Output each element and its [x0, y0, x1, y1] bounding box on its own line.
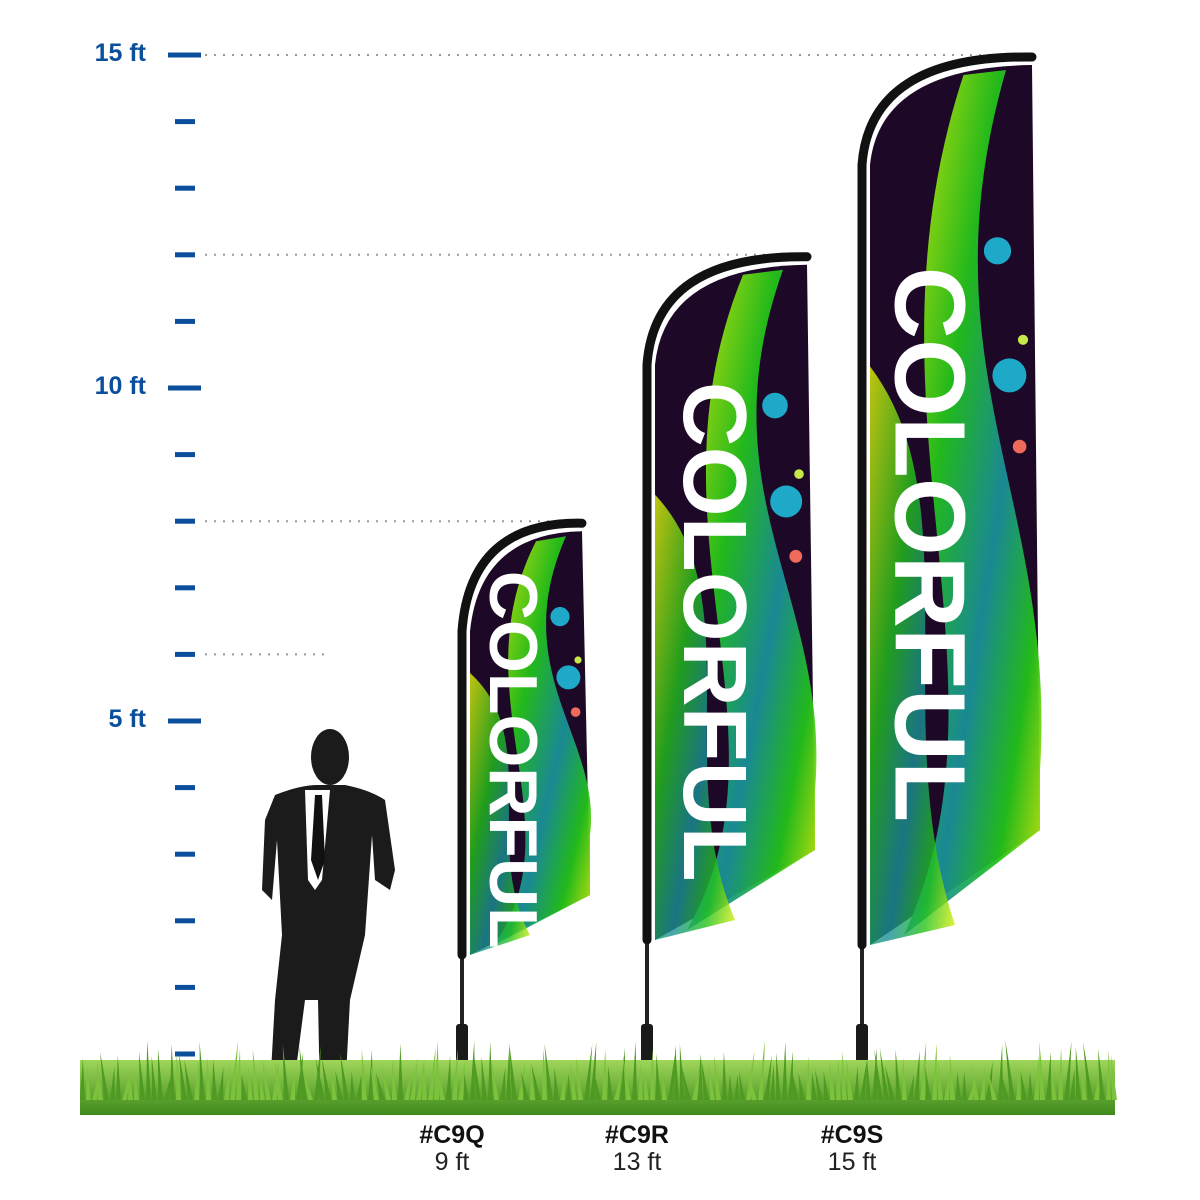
product-label: #C9S 15 ft [782, 1122, 922, 1176]
decor-bubble [574, 656, 582, 664]
decor-bubble [983, 237, 1012, 265]
decor-bubble [770, 485, 803, 518]
product-height: 9 ft [434, 1148, 470, 1176]
product-height: 13 ft [612, 1148, 662, 1176]
flag-pole [857, 52, 1037, 950]
scale-label: 15 ft [94, 39, 146, 67]
ground-stake [856, 1024, 868, 1064]
flag-pole [457, 518, 587, 960]
decor-bubble [762, 392, 788, 419]
decor-bubble [1017, 334, 1029, 345]
ground-stake [641, 1024, 653, 1064]
decor-bubble [992, 358, 1027, 393]
scale-tick [175, 984, 195, 990]
product-label: #C9R 13 ft [567, 1122, 707, 1176]
flag-text: COLORFUL [664, 382, 764, 882]
scale-tick [175, 918, 195, 924]
decor-bubble [570, 707, 581, 717]
product-height: 15 ft [827, 1148, 877, 1176]
flag-c9q: COLORFUL [456, 518, 592, 1064]
scale-label: 5 ft [108, 705, 147, 733]
flag-text: COLORFUL [475, 571, 551, 949]
scale-tick [175, 651, 195, 657]
scale-tick [175, 585, 195, 591]
scale-tick [175, 518, 195, 524]
decor-bubble [1012, 439, 1027, 454]
product-code: #C9R [605, 1121, 669, 1149]
flag-pole [642, 252, 812, 945]
decor-bubble [556, 665, 581, 690]
decor-bubble [789, 549, 803, 563]
scale-tick [175, 318, 195, 324]
decor-bubble [550, 607, 570, 627]
product-code: #C9S [820, 1121, 884, 1149]
scale-tick [175, 252, 195, 258]
flag-text: COLORFUL [874, 267, 986, 822]
decor-bubble [794, 469, 804, 479]
scale-tick [175, 785, 195, 791]
product-label: #C9Q 9 ft [382, 1122, 522, 1176]
flag-c9r: COLORFUL [641, 252, 817, 1064]
scale-tick [175, 1051, 195, 1057]
ground-stake [456, 1024, 468, 1064]
man-silhouette [240, 729, 395, 1110]
scale-tick [175, 452, 195, 458]
scale-tick [175, 851, 195, 857]
product-code: #C9Q [419, 1121, 485, 1149]
flag-c9s: COLORFUL [856, 52, 1042, 1064]
scale-label: 10 ft [94, 372, 146, 400]
scale-tick [168, 52, 201, 58]
scale-tick [168, 385, 201, 391]
scale-tick [168, 718, 201, 724]
grass [80, 1040, 1117, 1115]
scale-tick [175, 185, 195, 191]
scale-tick [175, 119, 195, 125]
